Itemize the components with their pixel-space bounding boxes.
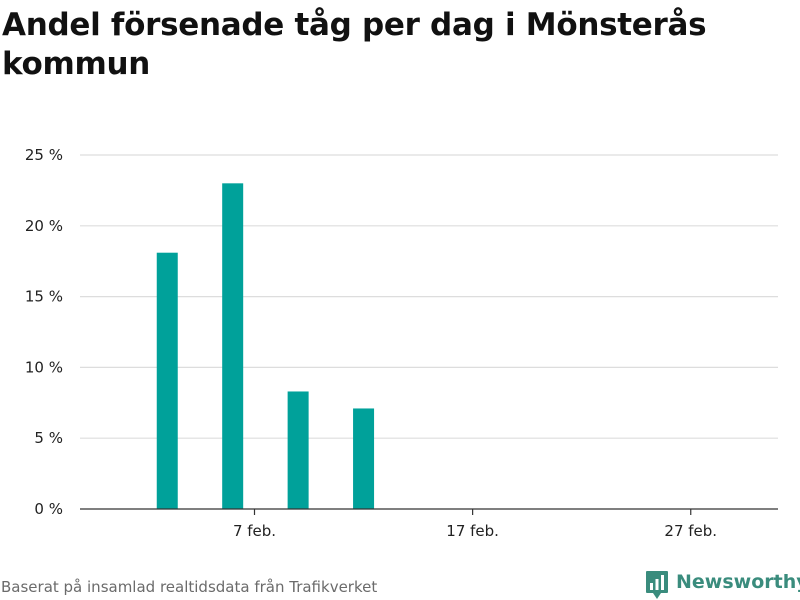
bar [222,183,244,509]
y-tick-label: 0 % [34,500,63,518]
chart-title: Andel försenade tåg per dag i Mönsterås … [2,7,707,82]
x-tick-label: 7 feb. [233,522,276,540]
newsworthy-logo-text: Newsworthy [676,571,800,593]
newsworthy-logo: Newsworthy [645,570,800,600]
bar [287,391,309,509]
y-tick-label: 25 % [25,146,63,164]
y-tick-label: 20 % [25,217,63,235]
bar [156,252,178,510]
x-tick-label: 27 feb. [664,522,717,540]
y-tick-label: 15 % [25,288,63,306]
y-tick-label: 10 % [25,358,63,376]
y-tick-label: 5 % [34,429,63,447]
bar [353,408,375,509]
newsworthy-logo-icon [646,571,668,599]
x-tick-label: 17 feb. [446,522,499,540]
source-note: Baserat på insamlad realtidsdata från Tr… [1,578,378,596]
